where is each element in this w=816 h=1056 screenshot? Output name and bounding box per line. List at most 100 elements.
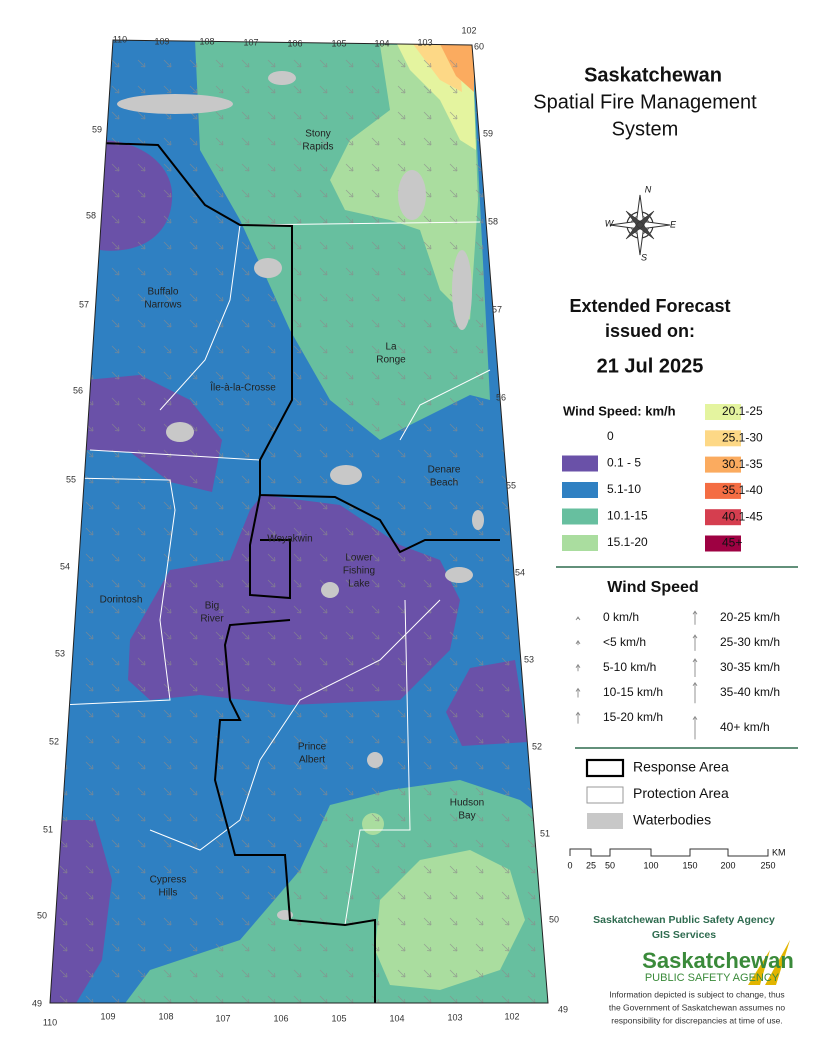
graticule-label: 108: [199, 36, 214, 46]
legend-label: 5-10 km/h: [603, 660, 656, 674]
legend-arrow: [692, 634, 698, 651]
legend-label: Response Area: [633, 759, 729, 775]
legend-label: Protection Area: [633, 785, 729, 801]
graticule-label: 50: [549, 914, 559, 924]
protection-line: [89, 449, 261, 461]
lake: [472, 510, 484, 530]
legend-label: 40.1-45: [722, 509, 763, 523]
place-label: Albert: [299, 755, 325, 766]
graticule-label: 57: [492, 304, 502, 314]
scale-unit: KM: [772, 847, 786, 857]
legend-label: 15.1-20: [607, 535, 648, 549]
disclaimer: the Government of Saskatchewan assumes n…: [609, 1002, 786, 1012]
graticule-label: 50: [37, 910, 47, 920]
lake: [268, 71, 296, 85]
graticule-label: 53: [55, 648, 65, 658]
scale-label: 0: [567, 860, 572, 870]
protection-line: [344, 599, 411, 926]
legend-label: 40+ km/h: [720, 720, 770, 734]
legend-swatch: [705, 482, 741, 499]
legend-label: 35-40 km/h: [720, 685, 780, 699]
legend-arrow: [692, 681, 698, 704]
forecast-heading: Extended Forecast: [569, 296, 730, 316]
legend-label: 25.1-30: [722, 430, 763, 444]
graticule-label: 59: [483, 128, 493, 138]
place-label: Bay: [458, 811, 475, 822]
graticule-label: 58: [86, 210, 96, 220]
graticule-label: 106: [287, 38, 302, 48]
protection-swatch: [586, 786, 624, 804]
title: Saskatchewan: [584, 64, 722, 86]
place-label: Stony: [305, 129, 331, 140]
lake: [330, 465, 362, 485]
compass-letter: S: [641, 252, 647, 262]
response-swatch: [585, 758, 625, 778]
compass-letter: N: [645, 184, 652, 194]
place-label: Hills: [159, 888, 178, 899]
legend-arrow: [692, 715, 698, 740]
graticule-label: 51: [540, 828, 550, 838]
river: [149, 599, 441, 851]
protection-line: [239, 221, 481, 226]
compass-letter: E: [670, 219, 677, 229]
agency-unit: GIS Services: [652, 929, 716, 941]
place-label: La: [385, 342, 397, 353]
protection-line: [59, 477, 176, 706]
place-label: Fishing: [343, 566, 375, 577]
graticule-label: 51: [43, 824, 53, 834]
graticule-label: 60: [474, 41, 484, 51]
scale-label: 150: [682, 860, 697, 870]
legend-swatch: [705, 535, 741, 552]
graticule-label: 103: [447, 1012, 462, 1022]
protection-line: [159, 224, 241, 411]
legend-swatch: [562, 482, 598, 498]
compass-letter: W: [605, 218, 615, 228]
legend-arrow: [575, 711, 581, 724]
legend-label: 10.1-15: [607, 509, 648, 523]
legend-swatch: [562, 535, 598, 551]
legend-swatch: [562, 508, 598, 525]
lake: [445, 567, 473, 583]
graticule-label: 49: [558, 1004, 568, 1014]
response-areas: [99, 142, 500, 1003]
scale-label: 200: [720, 860, 735, 870]
graticule-label: 110: [113, 34, 127, 44]
legend-swatch: [562, 429, 598, 445]
graticule-label: 109: [154, 36, 169, 46]
graticule-label: 53: [524, 654, 534, 664]
protection-line: [399, 369, 491, 441]
graticule-label: 108: [158, 1011, 173, 1021]
legend-arrow: [575, 687, 581, 698]
disclaimer: responsibility for discrepancies at time…: [611, 1015, 783, 1025]
graticule-label: 104: [389, 1013, 404, 1023]
place-label: Lower: [345, 553, 373, 564]
graticule-label: 56: [73, 385, 83, 395]
graticule-label: 57: [79, 299, 89, 309]
lake: [452, 250, 472, 330]
title: System: [612, 118, 679, 140]
agency-name: Saskatchewan Public Safety Agency: [593, 914, 775, 926]
legend-label: 45+: [722, 536, 742, 550]
response-line: [213, 619, 376, 1003]
legend-arrow: [692, 610, 698, 625]
graticule-label: 54: [515, 567, 525, 577]
legend-swatch: [562, 455, 598, 472]
legend-label: 30-35 km/h: [720, 660, 780, 674]
graticule-label: 102: [461, 25, 476, 35]
legend-arrow: [575, 640, 581, 646]
place-label: Buffalo: [148, 287, 179, 298]
legend-label: Waterbodies: [633, 812, 711, 828]
graticule-label: 54: [60, 561, 70, 571]
legend-label: 15-20 km/h: [603, 710, 663, 724]
graticule-label: 103: [417, 37, 432, 47]
legend-label: 30.1-35: [722, 457, 763, 471]
place-label: Rapids: [302, 142, 333, 153]
scale-label: 100: [643, 860, 658, 870]
legend-label: 0 km/h: [603, 610, 639, 624]
place-label: Beach: [430, 478, 458, 489]
logo-name: Saskatchewan: [642, 948, 794, 973]
place-label: Big: [205, 601, 219, 612]
place-label: Dorintosh: [100, 595, 143, 606]
protection-areas: [59, 221, 491, 926]
